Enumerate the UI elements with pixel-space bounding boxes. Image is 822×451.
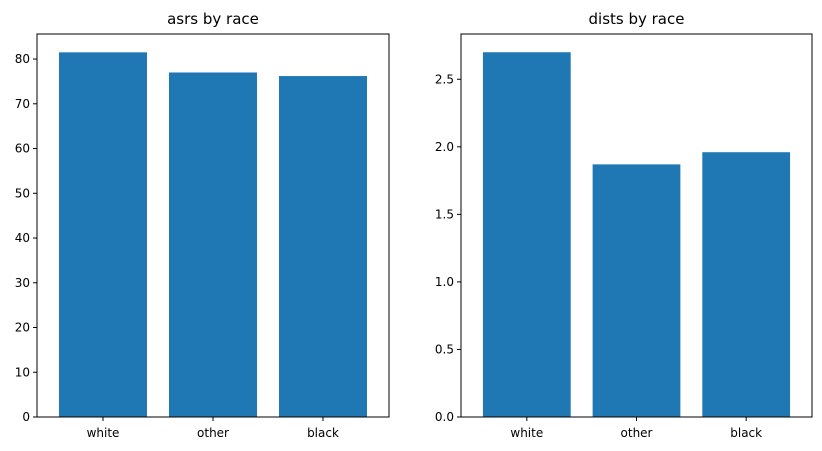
y-tick-label: 20 [15, 321, 30, 335]
bar-black [702, 152, 791, 417]
y-axis-ticks: 0.0 0.5 1.0 1.5 2.0 2.5 [435, 72, 461, 424]
x-tick-label: black [307, 426, 339, 440]
y-tick-label: 80 [15, 52, 30, 66]
y-tick-label: 70 [15, 97, 30, 111]
x-axis-ticks: white other black [510, 417, 762, 440]
bar-group [482, 52, 791, 417]
chart-title: asrs by race [167, 10, 259, 28]
y-axis-ticks: 0 10 20 30 40 50 60 70 80 [15, 52, 37, 424]
y-tick-label: 2.5 [435, 72, 454, 86]
y-tick-label: 0.5 [435, 342, 454, 356]
y-tick-label: 60 [15, 142, 30, 156]
x-tick-label: black [730, 426, 762, 440]
axes-frame [36, 33, 390, 418]
x-tick-label: other [621, 426, 653, 440]
y-tick-label: 2.0 [435, 140, 454, 154]
subplot-dists-by-race: dists by race 0.0 0.5 1.0 1.5 2.0 2.5 white ot… [435, 10, 813, 440]
bar-white [59, 52, 147, 417]
x-axis-ticks: white other black [87, 417, 339, 440]
bar-white [482, 52, 571, 417]
y-tick-label: 0.0 [435, 410, 454, 424]
bar-other [169, 72, 257, 417]
x-tick-label: other [197, 426, 229, 440]
y-tick-label: 0 [22, 410, 30, 424]
bar-other [592, 164, 681, 417]
bar-group [59, 52, 367, 417]
chart-title: dists by race [589, 10, 685, 28]
x-tick-label: white [87, 426, 120, 440]
y-tick-label: 10 [15, 365, 30, 379]
y-tick-label: 1.0 [435, 275, 454, 289]
bar-black [279, 76, 367, 417]
x-tick-label: white [510, 426, 543, 440]
axes-frame [460, 33, 813, 418]
y-tick-label: 1.5 [435, 207, 454, 221]
y-tick-label: 40 [15, 231, 30, 245]
y-tick-label: 50 [15, 186, 30, 200]
y-tick-label: 30 [15, 276, 30, 290]
subplot-asrs-by-race: asrs by race 0 10 20 30 40 50 60 70 80 white othe… [15, 10, 390, 440]
